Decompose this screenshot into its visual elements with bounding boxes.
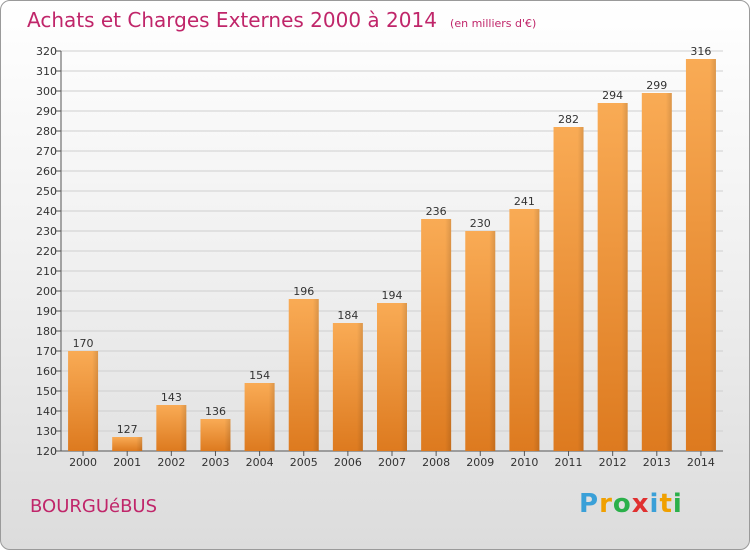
x-tick-label: 2011	[555, 456, 583, 469]
x-tick-label: 2012	[599, 456, 627, 469]
y-tick-label: 250	[36, 185, 57, 198]
bar-shade	[641, 93, 672, 451]
value-label: 184	[337, 309, 358, 322]
x-tick-label: 2014	[687, 456, 715, 469]
x-tick-label: 2008	[422, 456, 450, 469]
y-tick-label: 180	[36, 325, 57, 338]
value-label: 154	[249, 369, 270, 382]
logo-letter: r	[599, 489, 613, 519]
value-label: 316	[690, 45, 711, 58]
bar-shade	[685, 59, 716, 451]
bar-shade	[200, 419, 231, 451]
x-tick-label: 2005	[290, 456, 318, 469]
y-tick-label: 150	[36, 385, 57, 398]
value-label: 136	[205, 405, 226, 418]
x-tick-label: 2007	[378, 456, 406, 469]
x-tick-label: 2003	[201, 456, 229, 469]
value-label: 127	[117, 423, 138, 436]
value-label: 170	[73, 337, 94, 350]
y-tick-labels: 120 130 140 150 160 170 180 190 200 210 220 230 240 2…	[36, 45, 57, 458]
chart-title: Achats et Charges Externes 2000 à 2014 (…	[27, 8, 536, 32]
y-tick-label: 290	[36, 105, 57, 118]
logo-letter: P	[579, 489, 600, 519]
x-tick-label: 2010	[510, 456, 538, 469]
y-tick-label: 190	[36, 305, 57, 318]
bar-shade	[288, 299, 319, 451]
value-label: 143	[161, 391, 182, 404]
x-tick-label: 2002	[157, 456, 185, 469]
x-tick-label: 2004	[246, 456, 274, 469]
bar-shade	[553, 127, 584, 451]
y-tick-label: 320	[36, 45, 57, 58]
y-tick-label: 270	[36, 145, 57, 158]
value-labels: 170 127 143 136 154 196 184 194 236 230 241 282 294 2…	[73, 45, 712, 436]
y-tick-label: 130	[36, 425, 57, 438]
bar-shade	[156, 405, 187, 451]
x-tick-label: 2009	[466, 456, 494, 469]
proxiti-logo: Proxiti	[579, 489, 683, 519]
bar-shade	[332, 323, 363, 451]
value-label: 241	[514, 195, 535, 208]
city-name: BOURGUéBUS	[30, 496, 158, 517]
logo-letter: i	[672, 489, 683, 519]
value-label: 282	[558, 113, 579, 126]
x-tick-labels: 2000 2001 2002 2003 2004 2005 2006 2007 2008 2009…	[69, 456, 715, 469]
value-label: 196	[293, 285, 314, 298]
logo-letter: t	[659, 489, 673, 519]
y-tick-label: 220	[36, 245, 57, 258]
unit-text: (en milliers d'€)	[450, 17, 537, 30]
value-label: 230	[470, 217, 491, 230]
value-label: 236	[426, 205, 447, 218]
logo-letter: o	[612, 489, 632, 519]
value-label: 194	[382, 289, 403, 302]
bar-shade	[421, 219, 452, 451]
y-tick-label: 240	[36, 205, 57, 218]
bar-shade	[465, 231, 496, 451]
y-tick-label: 260	[36, 165, 57, 178]
bar-shade	[597, 103, 628, 451]
y-tick-label: 140	[36, 405, 57, 418]
value-label: 294	[602, 89, 623, 102]
y-tick-label: 300	[36, 85, 57, 98]
y-tick-label: 160	[36, 365, 57, 378]
bars	[68, 59, 716, 451]
logo-letter: x	[631, 489, 650, 519]
y-tick-label: 230	[36, 225, 57, 238]
bar-shade	[377, 303, 407, 451]
logo-letter: i	[649, 489, 660, 519]
bar-shade	[68, 351, 99, 451]
bar-shade	[509, 209, 540, 451]
x-tick-label: 2006	[334, 456, 362, 469]
y-tick-label: 280	[36, 125, 57, 138]
title-text: Achats et Charges Externes 2000 à 2014	[27, 8, 437, 32]
y-tick-label: 310	[36, 65, 57, 78]
y-tick-label: 120	[36, 445, 57, 458]
x-tick-label: 2001	[113, 456, 141, 469]
y-tick-label: 170	[36, 345, 57, 358]
bar-shade	[112, 437, 143, 451]
value-label: 299	[646, 79, 667, 92]
y-tick-label: 200	[36, 285, 57, 298]
y-tick-label: 210	[36, 265, 57, 278]
x-tick-label: 2013	[643, 456, 671, 469]
bar-shade	[244, 383, 275, 451]
x-tick-label: 2000	[69, 456, 97, 469]
